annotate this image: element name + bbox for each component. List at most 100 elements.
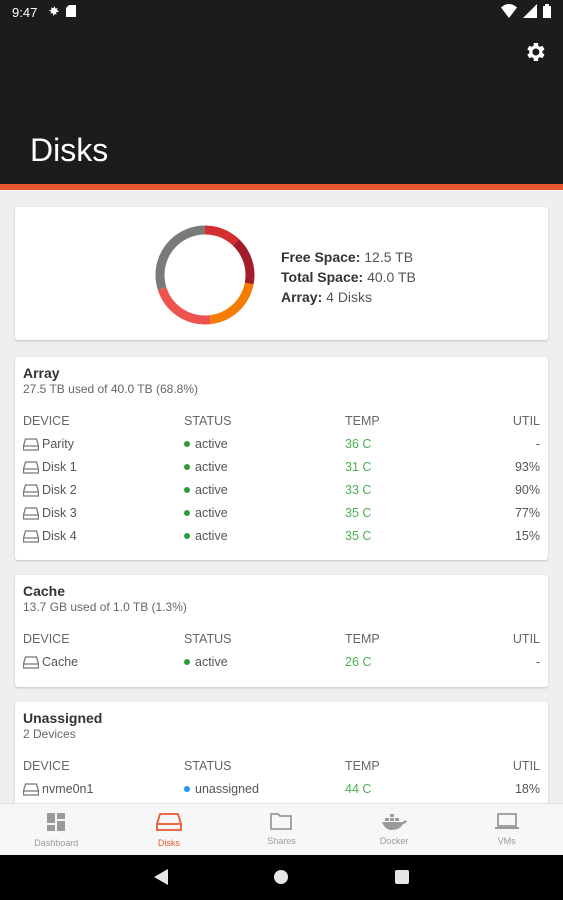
device-cell: Disk 3 bbox=[23, 506, 77, 520]
device-name: Disk 2 bbox=[42, 483, 77, 497]
disk-icon bbox=[155, 812, 182, 834]
col-temp-header: TEMP bbox=[345, 759, 380, 773]
array-card[interactable]: Array 27.5 TB used of 40.0 TB (68.8%) DE… bbox=[15, 357, 548, 560]
content-scroll-area[interactable]: Free Space: 12.5 TB Total Space: 40.0 TB… bbox=[0, 190, 563, 803]
nav-label: Dashboard bbox=[34, 838, 79, 848]
device-cell: Disk 1 bbox=[23, 460, 77, 474]
free-space-value: 12.5 TB bbox=[364, 249, 414, 265]
dashboard-icon bbox=[46, 812, 66, 834]
unassigned-rows: nvme0n1 unassigned 44 C 18% bbox=[23, 780, 540, 803]
device-name: Disk 3 bbox=[42, 506, 77, 520]
col-device-header: DEVICE bbox=[23, 632, 70, 646]
table-row[interactable]: Disk 2 active 33 C 90% bbox=[23, 481, 540, 504]
status-dot-icon bbox=[184, 786, 190, 792]
array-usage-subtitle: 27.5 TB used of 40.0 TB (68.8%) bbox=[23, 382, 198, 396]
col-device-header: DEVICE bbox=[23, 414, 70, 428]
cache-title: Cache bbox=[23, 583, 66, 599]
col-util-header: UTIL bbox=[512, 759, 540, 773]
table-row[interactable]: Parity active 36 C - bbox=[23, 435, 540, 458]
util-cell: 18% bbox=[514, 782, 540, 796]
util-cell: - bbox=[535, 655, 540, 669]
col-util-header: UTIL bbox=[512, 414, 540, 428]
table-row[interactable]: Disk 1 active 31 C 93% bbox=[23, 458, 540, 481]
status-time: 9:47 bbox=[12, 5, 38, 20]
donut-segment bbox=[155, 225, 255, 325]
nav-label: Disks bbox=[157, 838, 180, 848]
app-bar: Disks bbox=[0, 24, 563, 184]
recent-apps-icon[interactable] bbox=[395, 870, 409, 884]
donut-segment bbox=[155, 225, 255, 325]
status-bar: 9:47 bbox=[0, 0, 563, 24]
device-name: Disk 1 bbox=[42, 460, 77, 474]
array-count-value: 4 Disks bbox=[326, 289, 373, 305]
temp-cell: 35 C bbox=[345, 506, 372, 520]
total-space-label: Total Space: bbox=[281, 269, 364, 285]
free-space-line: Free Space: 12.5 TB bbox=[281, 247, 416, 267]
wifi-icon bbox=[501, 4, 517, 18]
table-row[interactable]: nvme0n1 unassigned 44 C 18% bbox=[23, 780, 540, 803]
nav-item-docker[interactable]: Docker bbox=[338, 804, 451, 855]
table-row[interactable]: Cache active 26 C - bbox=[23, 653, 540, 676]
temp-cell: 35 C bbox=[345, 529, 372, 543]
temp-cell: 31 C bbox=[345, 460, 372, 474]
status-dot-icon bbox=[184, 464, 190, 470]
nav-item-dashboard[interactable]: Dashboard bbox=[0, 804, 113, 855]
table-header: DEVICE STATUS TEMP UTIL bbox=[23, 630, 540, 653]
disk-icon bbox=[23, 437, 39, 451]
col-temp-header: TEMP bbox=[345, 414, 380, 428]
disk-icon bbox=[23, 655, 39, 669]
gear-icon bbox=[527, 43, 545, 61]
temp-cell: 36 C bbox=[345, 437, 372, 451]
table-row[interactable]: Disk 3 active 35 C 77% bbox=[23, 504, 540, 527]
disk-icon bbox=[23, 506, 39, 520]
header-accent-divider bbox=[0, 184, 563, 190]
status-cell: active bbox=[184, 460, 228, 474]
disk-icon bbox=[23, 483, 39, 497]
cache-device-table: DEVICE STATUS TEMP UTIL Cache active 26 C - bbox=[23, 630, 540, 676]
docker-icon bbox=[381, 812, 408, 832]
col-status-header: STATUS bbox=[184, 414, 232, 428]
sd-card-icon bbox=[66, 5, 76, 17]
status-dot-icon bbox=[184, 659, 190, 665]
nav-item-shares[interactable]: Shares bbox=[225, 804, 338, 855]
total-space-line: Total Space: 40.0 TB bbox=[281, 267, 416, 287]
util-cell: - bbox=[535, 437, 540, 451]
table-row[interactable]: Disk 4 active 35 C 15% bbox=[23, 527, 540, 550]
status-text: unassigned bbox=[195, 782, 259, 796]
disk-icon bbox=[23, 782, 39, 796]
disk-icon bbox=[23, 460, 39, 474]
temp-cell: 33 C bbox=[345, 483, 372, 497]
device-cell: Disk 2 bbox=[23, 483, 77, 497]
cache-usage-subtitle: 13.7 GB used of 1.0 TB (1.3%) bbox=[23, 600, 187, 614]
device-cell: Parity bbox=[23, 437, 74, 451]
cache-card[interactable]: Cache 13.7 GB used of 1.0 TB (1.3%) DEVI… bbox=[15, 575, 548, 687]
table-header: DEVICE STATUS TEMP UTIL bbox=[23, 757, 540, 780]
nav-item-vms[interactable]: VMs bbox=[450, 804, 563, 855]
disk-icon bbox=[23, 529, 39, 543]
status-cell: unassigned bbox=[184, 782, 259, 796]
home-icon[interactable] bbox=[274, 870, 288, 884]
device-name: Cache bbox=[42, 655, 79, 669]
settings-button[interactable] bbox=[523, 40, 547, 64]
device-name: Disk 4 bbox=[42, 529, 77, 543]
status-dot-icon bbox=[184, 533, 190, 539]
device-name: nvme0n1 bbox=[42, 782, 94, 796]
array-count-line: Array: 4 Disks bbox=[281, 287, 416, 307]
status-cell: active bbox=[184, 483, 228, 497]
col-device-header: DEVICE bbox=[23, 759, 70, 773]
unassigned-card[interactable]: Unassigned 2 Devices DEVICE STATUS TEMP … bbox=[15, 702, 548, 803]
status-text: active bbox=[195, 506, 228, 520]
nav-label: Docker bbox=[379, 836, 409, 846]
signal-icon bbox=[523, 4, 537, 18]
free-space-label: Free Space: bbox=[281, 249, 361, 265]
array-device-table: DEVICE STATUS TEMP UTIL Parity active 36 C… bbox=[23, 412, 540, 550]
settings-notification-icon bbox=[49, 6, 59, 16]
table-header: DEVICE STATUS TEMP UTIL bbox=[23, 412, 540, 435]
status-dot-icon bbox=[184, 510, 190, 516]
back-icon[interactable] bbox=[154, 869, 168, 885]
status-dot-icon bbox=[184, 487, 190, 493]
status-cell: active bbox=[184, 506, 228, 520]
nav-item-disks[interactable]: Disks bbox=[113, 804, 226, 855]
device-cell: Disk 4 bbox=[23, 529, 77, 543]
battery-icon bbox=[543, 4, 551, 18]
